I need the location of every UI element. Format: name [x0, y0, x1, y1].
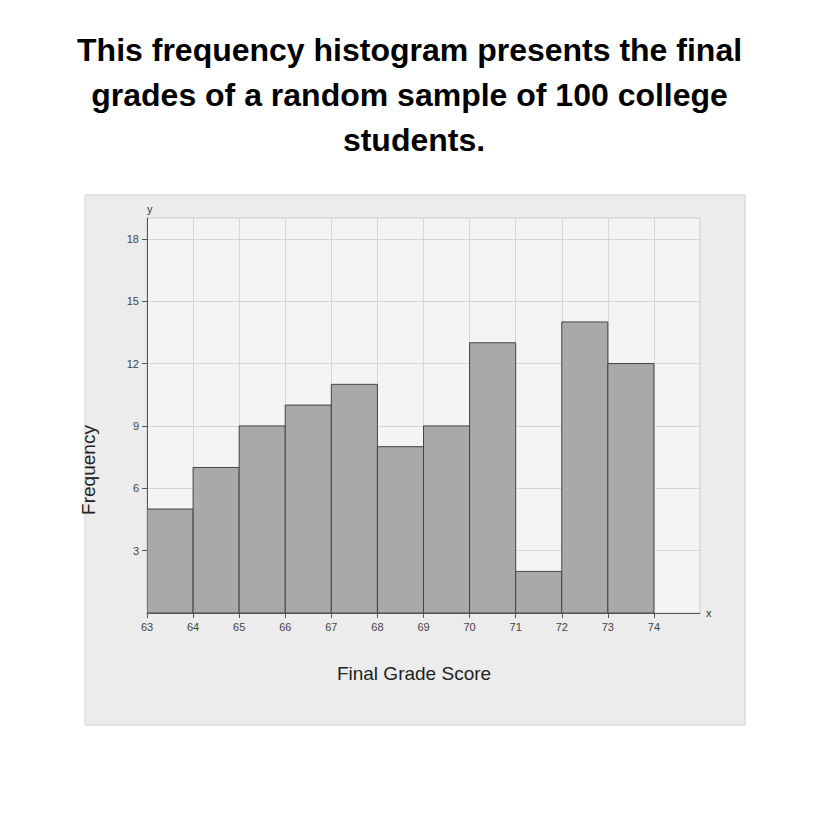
svg-text:Final Grade Score: Final Grade Score [337, 663, 491, 684]
svg-text:6: 6 [133, 482, 139, 494]
svg-text:70: 70 [463, 621, 475, 633]
svg-text:Frequency: Frequency [78, 425, 99, 515]
svg-text:15: 15 [127, 295, 139, 307]
svg-text:students.: students. [343, 122, 485, 158]
svg-text:74: 74 [648, 621, 660, 633]
svg-text:12: 12 [127, 358, 139, 370]
svg-text:This frequency histogram prese: This frequency histogram presents the fi… [77, 32, 751, 68]
svg-text:65: 65 [233, 621, 245, 633]
svg-text:63: 63 [141, 621, 153, 633]
svg-text:y: y [147, 203, 153, 215]
svg-text:72: 72 [556, 621, 568, 633]
svg-text:9: 9 [133, 420, 139, 432]
svg-text:68: 68 [371, 621, 383, 633]
svg-text:67: 67 [325, 621, 337, 633]
svg-text:69: 69 [417, 621, 429, 633]
svg-text:3: 3 [133, 545, 139, 557]
svg-text:71: 71 [510, 621, 522, 633]
svg-text:grades of a random sample of 1: grades of a random sample of 100 college [91, 77, 737, 113]
svg-text:18: 18 [127, 233, 139, 245]
svg-text:73: 73 [602, 621, 614, 633]
svg-text:66: 66 [279, 621, 291, 633]
svg-text:64: 64 [187, 621, 199, 633]
svg-text:x: x [706, 607, 712, 619]
